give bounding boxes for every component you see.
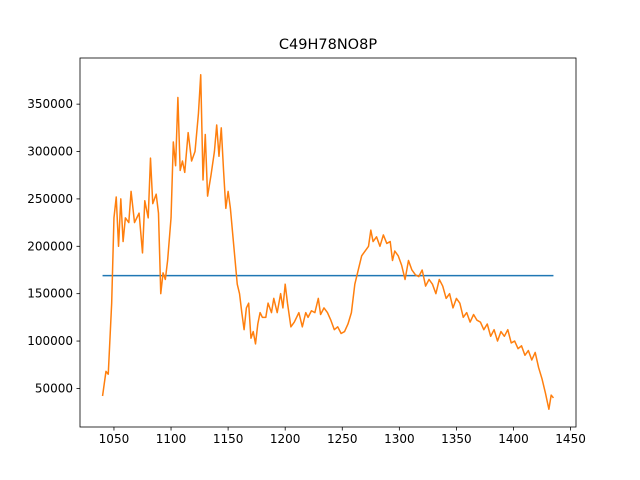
y-tick-label: 50000 bbox=[35, 381, 73, 395]
x-tick-label: 1250 bbox=[327, 432, 358, 446]
x-tick-label: 1400 bbox=[498, 432, 529, 446]
axes-frame bbox=[79, 57, 577, 428]
y-tick-label: 300000 bbox=[27, 145, 73, 159]
y-tick-label: 200000 bbox=[27, 239, 73, 253]
x-tick-label: 1350 bbox=[441, 432, 472, 446]
y-tick-label: 100000 bbox=[27, 334, 73, 348]
x-tick-label: 1450 bbox=[555, 432, 586, 446]
x-tick-label: 1150 bbox=[213, 432, 244, 446]
x-tick-label: 1100 bbox=[156, 432, 187, 446]
y-tick-label: 150000 bbox=[27, 287, 73, 301]
x-tick-label: 1050 bbox=[99, 432, 130, 446]
chart-title: C49H78NO8P bbox=[279, 37, 377, 53]
x-tick-label: 1200 bbox=[270, 432, 301, 446]
y-tick-label: 350000 bbox=[27, 97, 73, 111]
x-tick-label: 1300 bbox=[384, 432, 415, 446]
plot-area bbox=[101, 74, 555, 411]
y-tick-label: 250000 bbox=[27, 192, 73, 206]
line bbox=[101, 74, 555, 411]
